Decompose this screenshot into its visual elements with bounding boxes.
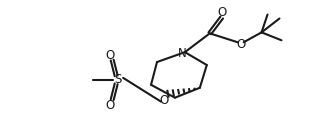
Text: O: O: [106, 49, 115, 62]
Text: O: O: [236, 38, 245, 51]
Text: S: S: [115, 73, 122, 86]
Text: O: O: [217, 6, 226, 19]
Text: O: O: [160, 94, 169, 107]
Text: O: O: [106, 99, 115, 112]
Text: N: N: [178, 47, 186, 60]
